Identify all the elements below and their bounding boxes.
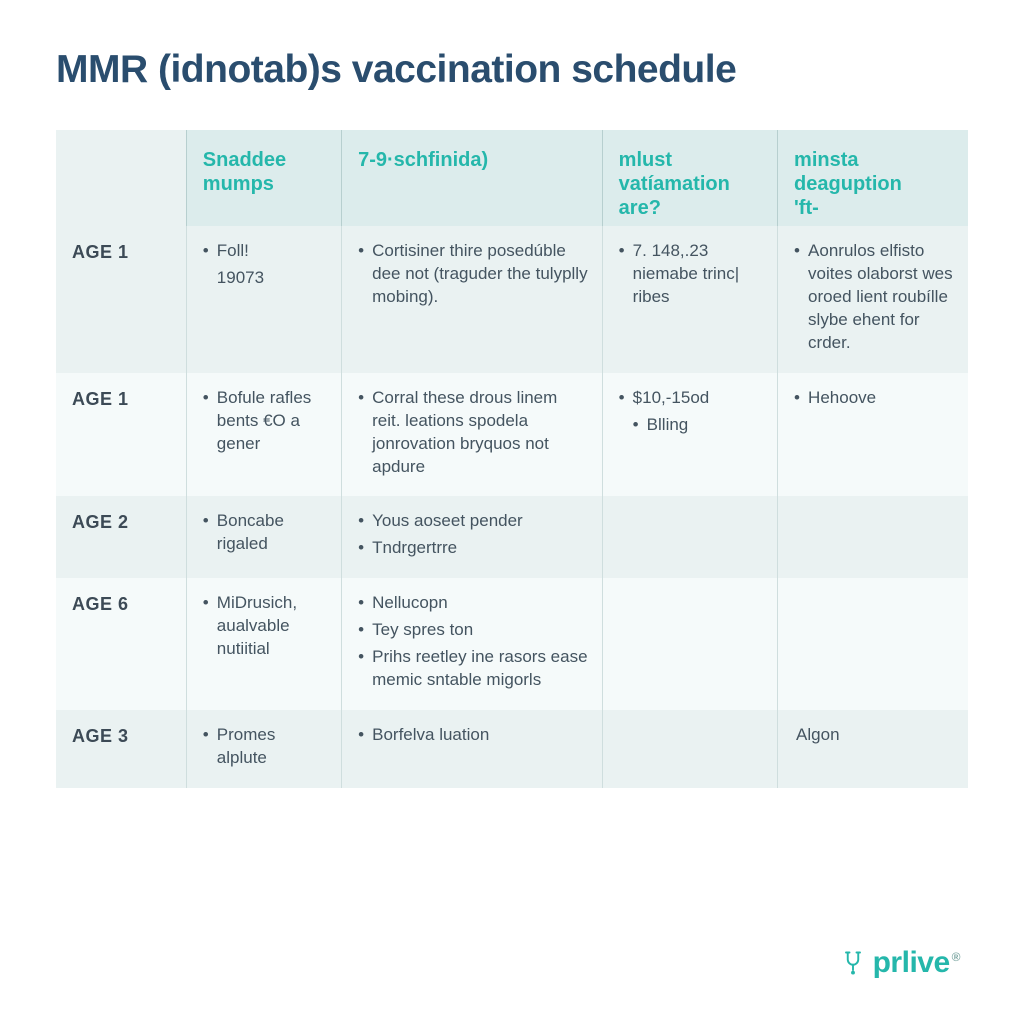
schedule-table: Snaddee mumps 7-9·schfinida) mlust vatía… (56, 130, 968, 788)
bullet-item: Foll! (203, 240, 327, 263)
page-title: MMR (idnotab)s vaccination schedule (56, 48, 968, 92)
table-cell: Boncabe rigaled (186, 496, 341, 578)
medical-icon (839, 949, 867, 977)
bullet-item: Promes alplute (203, 724, 327, 770)
table-cell: Foll!19073 (186, 226, 341, 373)
bullet-item: Cortisiner thire posedúble dee not (trag… (358, 240, 588, 309)
bullet-item: Yous aoseet pender (358, 510, 588, 533)
table-cell: Corral these drous linem reit. leations … (342, 373, 603, 497)
col-3-header: mlust vatíamation are? (602, 130, 777, 226)
bullet-item: Corral these drous linem reit. leations … (358, 387, 588, 479)
table-cell (778, 496, 968, 578)
bullet-item: Boncabe rigaled (203, 510, 327, 556)
col-age-header (56, 130, 186, 226)
bullet-item: Nellucopn (358, 592, 588, 615)
bullet-item: Tndrgertrre (358, 537, 588, 560)
col-2-header: 7-9·schfinida) (342, 130, 603, 226)
brand-wordmark: prlive® (873, 946, 960, 980)
bullet-item: Hehoove (794, 387, 954, 410)
col-1-header: Snaddee mumps (186, 130, 341, 226)
col-4-header: minsta deaguption 'ft- (778, 130, 968, 226)
table-body: AGE 1Foll!19073Cortisiner thire posedúbl… (56, 226, 968, 788)
bullet-item: Blling (633, 414, 763, 437)
table-cell: Cortisiner thire posedúble dee not (trag… (342, 226, 603, 373)
table-row: AGE 1Foll!19073Cortisiner thire posedúbl… (56, 226, 968, 373)
age-cell: AGE 6 (56, 578, 186, 710)
table-cell: MiDrusich, aualvable nutiitial (186, 578, 341, 710)
bullet-item: Borfelva luation (358, 724, 588, 747)
table-cell (602, 578, 777, 710)
bullet-item: 7. 148,.23 niemabe trinc| ribes (619, 240, 763, 309)
brand-logo: prlive® (839, 946, 960, 980)
table-cell (602, 710, 777, 788)
table-cell (602, 496, 777, 578)
bullet-item: Prihs reetley ine rasors ease memic snta… (358, 646, 588, 692)
table-cell: $10,-15od Blling (602, 373, 777, 497)
age-cell: AGE 2 (56, 496, 186, 578)
table-cell: Hehoove (778, 373, 968, 497)
bullet-item: $10,-15od (619, 387, 763, 410)
table-cell: 7. 148,.23 niemabe trinc| ribes (602, 226, 777, 373)
table-cell: Bofule rafles bents €O a gener (186, 373, 341, 497)
table-row: AGE 3 Promes alplute Borfelva luation Algon (56, 710, 968, 788)
table-cell: Borfelva luation (342, 710, 603, 788)
table-cell: Nellucopn Tey spres ton Prihs reetley ine … (342, 578, 603, 710)
table-cell (778, 578, 968, 710)
bullet-item: MiDrusich, aualvable nutiitial (203, 592, 327, 661)
bullet-item: Aonrulos elfisto voites olaborst wes oro… (794, 240, 954, 355)
table-cell: Yous aoseet pender Tndrgertrre (342, 496, 603, 578)
table-header-row: Snaddee mumps 7-9·schfinida) mlust vatía… (56, 130, 968, 226)
table-row: AGE 6MiDrusich, aualvable nutiitialNellu… (56, 578, 968, 710)
age-cell: AGE 1 (56, 373, 186, 497)
bullet-item: Bofule rafles bents €O a gener (203, 387, 327, 456)
table-cell: Algon (778, 710, 968, 788)
table-row: AGE 2 Boncabe rigaled Yous aoseet pender Tn… (56, 496, 968, 578)
table-row: AGE 1Bofule rafles bents €O a gener Corra… (56, 373, 968, 497)
age-cell: AGE 3 (56, 710, 186, 788)
age-cell: AGE 1 (56, 226, 186, 373)
table-cell: Promes alplute (186, 710, 341, 788)
table-cell: Aonrulos elfisto voites olaborst wes oro… (778, 226, 968, 373)
bullet-item: Tey spres ton (358, 619, 588, 642)
